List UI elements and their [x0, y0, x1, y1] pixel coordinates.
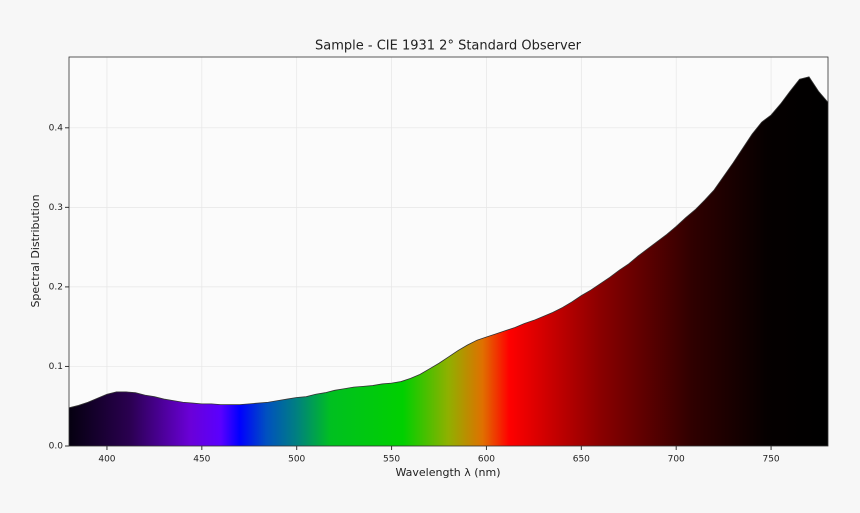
- plot-frame: [68, 56, 829, 447]
- y-tick-label: 0.1: [49, 362, 63, 372]
- x-tick-label: 400: [98, 455, 115, 465]
- y-axis-label: Spectral Distribution: [29, 194, 42, 307]
- x-tick-label: 550: [383, 455, 400, 465]
- x-tick-label: 600: [478, 455, 495, 465]
- x-tick-label: 450: [193, 455, 210, 465]
- x-axis-label: Wavelength λ (nm): [395, 466, 500, 479]
- x-tick-label: 650: [573, 455, 590, 465]
- x-tick-label: 750: [762, 455, 779, 465]
- line: [68, 76, 829, 409]
- x-tick-label: 500: [288, 455, 305, 465]
- chart-title: Sample - CIE 1931 2° Standard Observer: [315, 39, 582, 54]
- y-tick-label: 0.0: [49, 442, 64, 452]
- y-tick-label: 0.4: [49, 123, 64, 133]
- x-tick-label: 700: [668, 455, 685, 465]
- area: [69, 76, 828, 447]
- y-tick-label: 0.2: [49, 282, 63, 292]
- y-tick-label: 0.3: [49, 203, 63, 213]
